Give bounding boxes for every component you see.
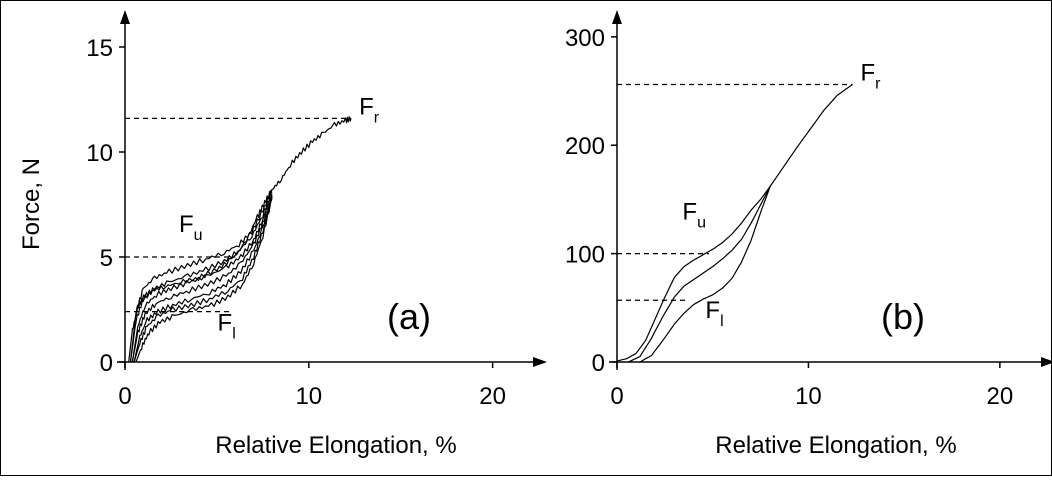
annotation-main: F <box>179 211 194 238</box>
annotation-fu: Fu <box>682 198 706 231</box>
annotation-main: F <box>359 93 374 120</box>
annotation-subscript: l <box>720 313 724 330</box>
y-tick-label: 15 <box>86 35 113 62</box>
y-axis-title: Force, N <box>18 158 45 250</box>
series-line-4 <box>131 193 273 363</box>
annotation-fr: Fr <box>359 93 380 126</box>
series-line-7 <box>133 197 273 363</box>
annotation-subscript: r <box>875 76 881 93</box>
y-tick-label: 0 <box>592 350 605 377</box>
x-tick-label: 0 <box>118 383 131 410</box>
series-line-8 <box>135 198 273 363</box>
x-tick-label: 20 <box>987 383 1014 410</box>
x-axis-arrow <box>1041 357 1052 367</box>
series-line-2 <box>129 189 273 363</box>
annotation-main: F <box>682 198 697 225</box>
series-line-3 <box>639 186 771 363</box>
annotation-subscript: u <box>697 214 706 231</box>
x-axis-arrow <box>533 357 547 367</box>
panel-label: (a) <box>387 296 431 337</box>
y-tick-label: 5 <box>100 245 113 272</box>
annotation-fl: Fl <box>218 310 236 343</box>
series-line-1 <box>616 84 853 362</box>
annotation-main: F <box>218 310 233 337</box>
annotation-fl: Fl <box>705 297 723 330</box>
annotation-fr: Fr <box>860 60 881 93</box>
series-line-2 <box>628 186 771 363</box>
series-line-6 <box>133 195 273 363</box>
annotation-subscript: u <box>194 227 203 244</box>
annotation-fu: Fu <box>179 211 203 244</box>
x-axis-title: Relative Elongation, % <box>215 432 456 459</box>
panel-a: 0 10 20 0 5 10 15 Relative Elongation, % Force, … <box>18 10 547 459</box>
annotation-main: F <box>705 297 720 324</box>
x-tick-label: 20 <box>479 383 506 410</box>
annotation-subscript: l <box>232 326 236 343</box>
y-tick-label: 300 <box>565 25 605 52</box>
x-tick-label: 10 <box>295 383 322 410</box>
series-line-5 <box>131 195 273 363</box>
x-tick-label: 10 <box>795 383 822 410</box>
y-axis-arrow <box>120 10 130 24</box>
series-line-1 <box>128 116 352 363</box>
annotation-main: F <box>860 60 875 87</box>
x-axis-title: Relative Elongation, % <box>715 432 956 459</box>
x-tick-label: 0 <box>610 383 623 410</box>
annotation-subscript: r <box>374 109 380 126</box>
y-tick-label: 200 <box>565 133 605 160</box>
y-tick-label: 100 <box>565 242 605 269</box>
series-line-3 <box>129 191 273 363</box>
panel-label: (b) <box>881 296 925 337</box>
y-axis-arrow <box>612 10 622 24</box>
y-tick-label: 0 <box>100 350 113 377</box>
y-tick-label: 10 <box>86 140 113 167</box>
